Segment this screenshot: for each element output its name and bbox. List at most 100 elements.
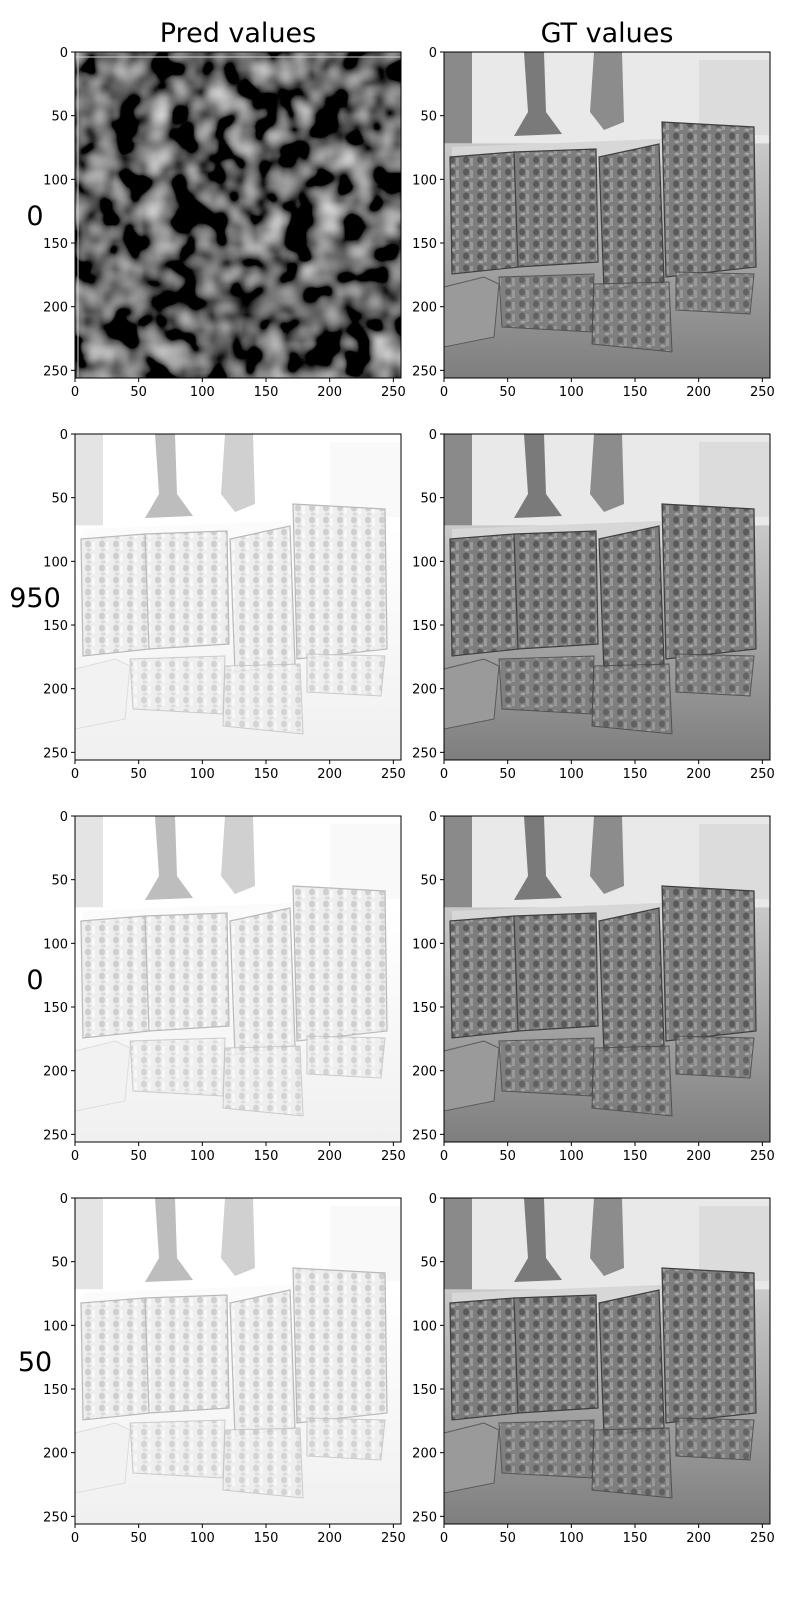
y-tick-label: 150	[43, 237, 68, 252]
panel-image	[444, 816, 770, 1142]
x-tick-label: 200	[686, 1149, 711, 1164]
y-tick-label: 50	[420, 492, 437, 507]
y-tick-label: 0	[429, 1192, 437, 1207]
x-tick-label: 250	[750, 1149, 775, 1164]
y-tick-label: 0	[60, 46, 68, 61]
x-tick-label: 0	[71, 1531, 79, 1546]
y-tick-label: 250	[43, 1128, 68, 1143]
panel-image	[444, 434, 770, 760]
x-tick-label: 50	[130, 1531, 147, 1546]
x-tick-label: 0	[71, 385, 79, 400]
y-tick-label: 0	[429, 46, 437, 61]
x-tick-label: 0	[440, 767, 448, 782]
x-tick-label: 50	[499, 767, 516, 782]
y-tick-label: 100	[412, 555, 437, 570]
y-tick-label: 150	[43, 619, 68, 634]
x-tick-label: 50	[499, 385, 516, 400]
y-tick-label: 50	[51, 492, 68, 507]
x-tick-label: 50	[130, 1149, 147, 1164]
x-tick-label: 0	[71, 1149, 79, 1164]
column-title-gt: GT values	[541, 18, 674, 49]
y-tick-label: 150	[412, 237, 437, 252]
x-tick-label: 100	[559, 767, 584, 782]
y-tick-label: 250	[43, 1510, 68, 1525]
panel-image	[75, 816, 401, 1142]
y-tick-label: 200	[412, 683, 437, 698]
x-tick-label: 150	[254, 1149, 279, 1164]
y-tick-label: 150	[412, 619, 437, 634]
y-tick-label: 200	[412, 1065, 437, 1080]
x-tick-label: 150	[623, 1149, 648, 1164]
y-tick-label: 100	[43, 555, 68, 570]
x-tick-label: 200	[317, 1531, 342, 1546]
y-tick-label: 100	[43, 937, 68, 952]
row-label-1: 950	[9, 583, 61, 614]
y-tick-label: 0	[60, 428, 68, 443]
x-tick-label: 100	[559, 1149, 584, 1164]
x-tick-label: 100	[190, 385, 215, 400]
x-tick-label: 150	[254, 385, 279, 400]
x-tick-label: 250	[381, 385, 406, 400]
panel-frame	[74, 433, 402, 761]
x-tick-label: 0	[440, 385, 448, 400]
panel-frame	[74, 51, 402, 379]
panel-frame	[443, 815, 771, 1143]
x-tick-label: 100	[559, 1531, 584, 1546]
x-tick-label: 200	[317, 1149, 342, 1164]
y-tick-label: 200	[43, 1447, 68, 1462]
y-tick-label: 50	[420, 110, 437, 125]
y-tick-label: 50	[51, 1256, 68, 1271]
x-tick-label: 150	[623, 1531, 648, 1546]
panel-image	[444, 52, 770, 378]
x-tick-label: 100	[190, 767, 215, 782]
row-label-2: 0	[26, 965, 43, 996]
panel-frame	[443, 51, 771, 379]
row-label-0: 0	[26, 201, 43, 232]
y-tick-label: 0	[429, 428, 437, 443]
x-tick-label: 200	[686, 767, 711, 782]
y-tick-label: 250	[43, 746, 68, 761]
x-tick-label: 0	[440, 1531, 448, 1546]
panel-image	[75, 434, 401, 760]
panel-frame	[74, 815, 402, 1143]
x-tick-label: 50	[499, 1149, 516, 1164]
y-tick-label: 200	[43, 1065, 68, 1080]
x-tick-label: 250	[750, 385, 775, 400]
row-label-3: 50	[18, 1347, 52, 1378]
y-tick-label: 100	[412, 1319, 437, 1334]
y-tick-label: 250	[412, 364, 437, 379]
x-tick-label: 100	[190, 1531, 215, 1546]
x-tick-label: 250	[381, 767, 406, 782]
x-tick-label: 200	[317, 385, 342, 400]
y-tick-label: 0	[60, 1192, 68, 1207]
panel-image	[75, 1198, 401, 1524]
x-tick-label: 250	[750, 1531, 775, 1546]
x-tick-label: 100	[559, 385, 584, 400]
y-tick-label: 200	[43, 683, 68, 698]
y-tick-label: 0	[60, 810, 68, 825]
x-tick-label: 0	[71, 767, 79, 782]
y-tick-label: 200	[43, 301, 68, 316]
y-tick-label: 150	[412, 1001, 437, 1016]
y-tick-label: 100	[43, 173, 68, 188]
y-tick-label: 100	[412, 937, 437, 952]
y-tick-label: 200	[412, 1447, 437, 1462]
y-tick-label: 50	[420, 874, 437, 889]
y-tick-label: 150	[43, 1001, 68, 1016]
y-tick-label: 100	[43, 1319, 68, 1334]
y-tick-label: 250	[412, 746, 437, 761]
y-tick-label: 250	[412, 1510, 437, 1525]
x-tick-label: 200	[317, 767, 342, 782]
y-tick-label: 50	[420, 1256, 437, 1271]
x-tick-label: 250	[750, 767, 775, 782]
x-tick-label: 250	[381, 1149, 406, 1164]
y-tick-label: 250	[43, 364, 68, 379]
x-tick-label: 200	[686, 385, 711, 400]
x-tick-label: 50	[499, 1531, 516, 1546]
y-tick-label: 150	[43, 1383, 68, 1398]
